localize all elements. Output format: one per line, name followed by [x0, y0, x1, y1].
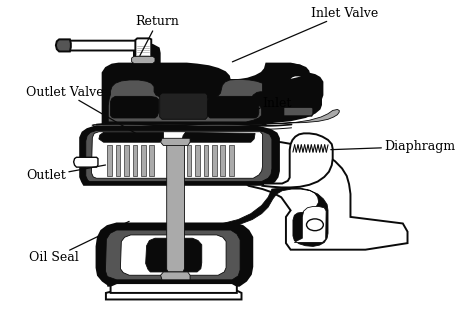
Polygon shape	[133, 145, 137, 176]
Polygon shape	[146, 238, 202, 272]
Text: Inlet: Inlet	[242, 97, 292, 113]
Text: Outlet: Outlet	[27, 165, 106, 183]
Polygon shape	[103, 64, 321, 125]
Polygon shape	[220, 145, 225, 176]
Polygon shape	[59, 41, 138, 50]
Text: Oil Seal: Oil Seal	[29, 221, 129, 265]
Polygon shape	[229, 145, 234, 176]
Polygon shape	[161, 272, 190, 280]
Polygon shape	[195, 145, 200, 176]
Polygon shape	[105, 230, 240, 280]
Polygon shape	[120, 235, 226, 275]
Polygon shape	[99, 132, 164, 142]
Polygon shape	[106, 291, 242, 299]
Polygon shape	[108, 79, 263, 122]
Polygon shape	[110, 96, 159, 118]
Polygon shape	[132, 56, 155, 63]
Polygon shape	[103, 44, 322, 125]
Polygon shape	[107, 145, 112, 176]
Text: Diaphragm: Diaphragm	[331, 140, 455, 153]
Polygon shape	[182, 132, 255, 142]
Polygon shape	[141, 145, 146, 176]
Polygon shape	[283, 107, 313, 116]
Polygon shape	[212, 145, 217, 176]
Polygon shape	[116, 145, 120, 176]
Polygon shape	[204, 145, 208, 176]
Polygon shape	[160, 93, 208, 119]
Polygon shape	[91, 132, 263, 178]
Text: Return: Return	[136, 15, 179, 56]
Polygon shape	[167, 143, 184, 272]
Polygon shape	[294, 206, 326, 242]
Polygon shape	[136, 38, 151, 63]
Polygon shape	[86, 130, 272, 182]
Polygon shape	[161, 138, 190, 145]
Polygon shape	[80, 127, 279, 185]
Text: Inlet Valve: Inlet Valve	[232, 7, 378, 62]
Circle shape	[307, 219, 323, 231]
Polygon shape	[202, 139, 408, 250]
Text: Outlet Valve: Outlet Valve	[27, 86, 136, 134]
Polygon shape	[263, 133, 333, 188]
Polygon shape	[110, 283, 237, 293]
Polygon shape	[56, 39, 71, 51]
Polygon shape	[172, 188, 328, 246]
Polygon shape	[149, 145, 154, 176]
Polygon shape	[187, 145, 191, 176]
Polygon shape	[97, 223, 252, 286]
Polygon shape	[73, 157, 98, 167]
Polygon shape	[208, 96, 259, 118]
Polygon shape	[92, 110, 339, 126]
Polygon shape	[124, 145, 129, 176]
